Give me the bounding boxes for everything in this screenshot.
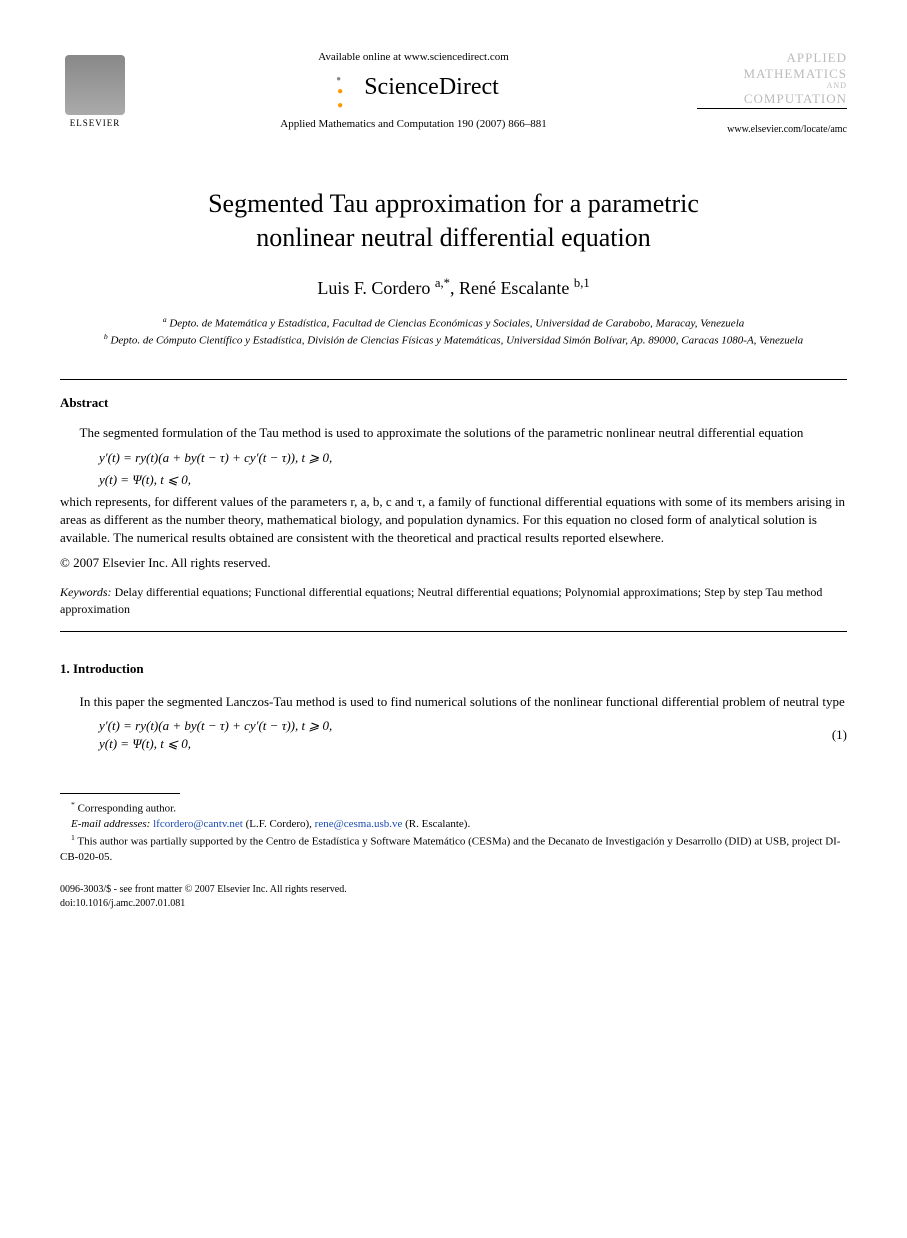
footnote-corr: * Corresponding author. (60, 800, 847, 817)
doi-line2: doi:10.1016/j.amc.2007.01.081 (60, 897, 847, 911)
email-label: E-mail addresses: (71, 818, 150, 830)
available-online-text: Available online at www.sciencedirect.co… (150, 50, 677, 65)
sciencedirect-logo: ScienceDirect (150, 71, 677, 105)
author-1-sup: a,* (435, 276, 450, 290)
email-2-who: (R. Escalante). (405, 818, 470, 830)
author-2: René Escalante (459, 278, 569, 298)
journal-logo-line3: COMPUTATION (697, 91, 847, 107)
keywords-label: Keywords: (60, 585, 112, 599)
footnotes: * Corresponding author. E-mail addresses… (60, 800, 847, 865)
sd-brand-text: ScienceDirect (364, 71, 499, 105)
journal-logo-and: AND (697, 81, 847, 91)
sd-dots-icon (328, 73, 358, 103)
locate-url: www.elsevier.com/locate/amc (697, 123, 847, 137)
journal-logo: APPLIED MATHEMATICS AND COMPUTATION (697, 50, 847, 106)
title-line1: Segmented Tau approximation for a parame… (208, 189, 699, 218)
elsevier-tree-icon (65, 55, 125, 115)
abstract-bottom-rule (60, 631, 847, 632)
email-link-2[interactable]: rene@cesma.usb.ve (315, 818, 403, 830)
footnote-1-text: This author was partially supported by t… (60, 835, 840, 862)
doi-block: 0096-3003/$ - see front matter © 2007 El… (60, 883, 847, 911)
doi-line1: 0096-3003/$ - see front matter © 2007 El… (60, 883, 847, 897)
abstract-p1: The segmented formulation of the Tau met… (60, 424, 847, 442)
footnote-corr-text: Corresponding author. (78, 803, 176, 815)
abstract-top-rule (60, 379, 847, 380)
affiliation-a-text: Depto. de Matemática y Estadística, Facu… (169, 318, 744, 330)
equation-1-line1: y′(t) = ry(t)(a + by(t − τ) + cy′(t − τ)… (99, 717, 807, 735)
keywords: Keywords: Delay differential equations; … (60, 584, 847, 618)
center-header: Available online at www.sciencedirect.co… (130, 50, 697, 132)
paper-title: Segmented Tau approximation for a parame… (100, 187, 807, 255)
affiliation-b-text: Depto. de Cómputo Científico y Estadísti… (110, 335, 803, 347)
author-2-sup: b,1 (574, 276, 590, 290)
section-1-heading: 1. Introduction (60, 660, 847, 678)
equation-1-line2: y(t) = Ψ(t), t ⩽ 0, (99, 735, 807, 753)
right-header: APPLIED MATHEMATICS AND COMPUTATION www.… (697, 50, 847, 137)
email-1-who: (L.F. Cordero), (246, 818, 312, 830)
journal-logo-line1: APPLIED (697, 50, 847, 66)
equation-1-body: y′(t) = ry(t)(a + by(t − τ) + cy′(t − τ)… (99, 717, 807, 753)
footnote-rule (60, 793, 180, 794)
title-line2: nonlinear neutral differential equation (256, 223, 650, 252)
footnote-emails: E-mail addresses: lfcordero@cantv.net (L… (60, 817, 847, 832)
abstract-p2: which represents, for different values o… (60, 493, 847, 548)
equation-1: y′(t) = ry(t)(a + by(t − τ) + cy′(t − τ)… (60, 717, 847, 753)
abstract-eq2: y(t) = Ψ(t), t ⩽ 0, (99, 471, 847, 489)
abstract-body: The segmented formulation of the Tau met… (60, 424, 847, 571)
affiliations: a Depto. de Matemática y Estadística, Fa… (80, 315, 827, 349)
abstract-copyright: © 2007 Elsevier Inc. All rights reserved… (60, 554, 847, 572)
footnote-1: 1 This author was partially supported by… (60, 833, 847, 865)
affiliation-a: a Depto. de Matemática y Estadística, Fa… (80, 315, 827, 332)
abstract-heading: Abstract (60, 394, 847, 412)
elsevier-logo: ELSEVIER (60, 50, 130, 130)
section-1-p1: In this paper the segmented Lanczos-Tau … (60, 693, 847, 711)
email-link-1[interactable]: lfcordero@cantv.net (153, 818, 243, 830)
equation-1-number: (1) (807, 726, 847, 744)
paper-header: ELSEVIER Available online at www.science… (60, 50, 847, 137)
header-rule (697, 108, 847, 109)
author-1: Luis F. Cordero (317, 278, 430, 298)
authors: Luis F. Cordero a,*, René Escalante b,1 (60, 275, 847, 301)
affiliation-b: b Depto. de Cómputo Científico y Estadís… (80, 332, 827, 349)
journal-logo-line2: MATHEMATICS (697, 66, 847, 82)
elsevier-label: ELSEVIER (70, 117, 121, 130)
journal-reference: Applied Mathematics and Computation 190 … (150, 117, 677, 132)
abstract-eq1: y′(t) = ry(t)(a + by(t − τ) + cy′(t − τ)… (99, 449, 847, 467)
keywords-text: Delay differential equations; Functional… (60, 585, 822, 616)
